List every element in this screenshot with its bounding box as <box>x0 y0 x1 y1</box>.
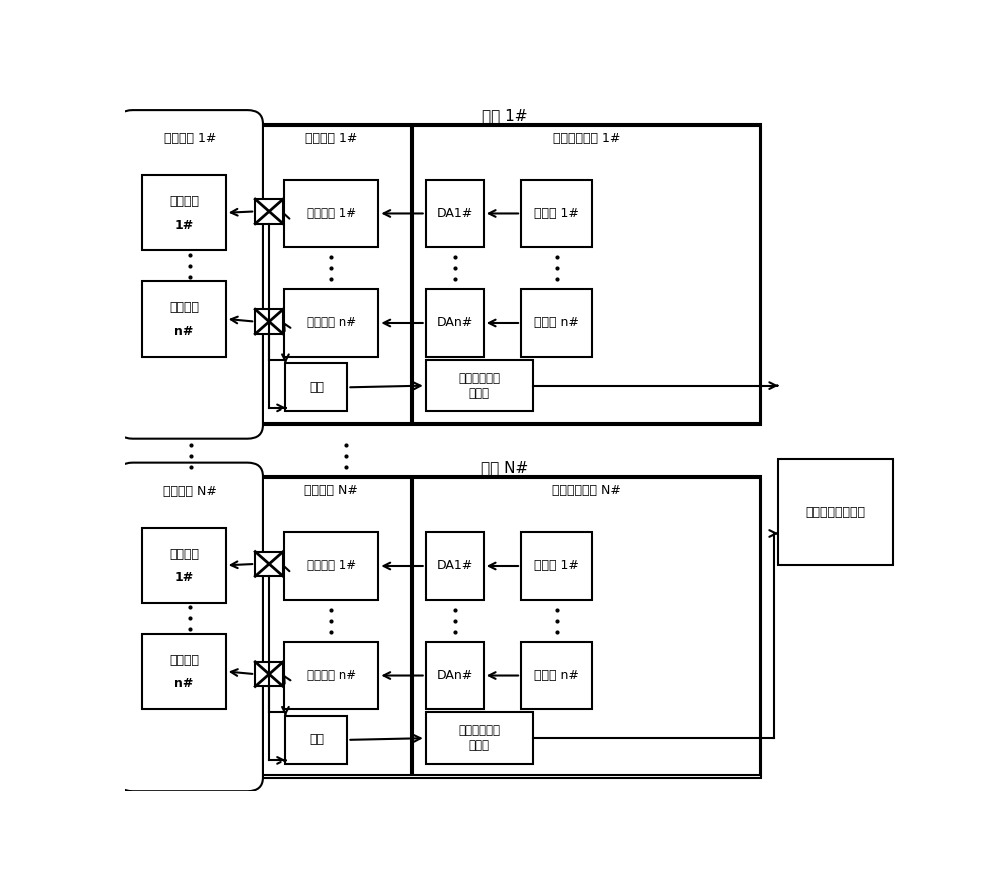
Text: n#: n# <box>174 324 194 338</box>
Bar <box>247 477 761 778</box>
Text: DAn#: DAn# <box>437 316 473 330</box>
Text: 调制器 1#: 调制器 1# <box>534 207 579 220</box>
Text: 发射子阵 1#: 发射子阵 1# <box>164 132 216 146</box>
Text: 发射通道 n#: 发射通道 n# <box>307 669 356 682</box>
Bar <box>426 712 533 764</box>
Text: 1#: 1# <box>174 571 194 584</box>
Bar <box>255 309 283 334</box>
Bar <box>284 642 378 709</box>
Text: 全阵在线监测单元: 全阵在线监测单元 <box>806 506 866 519</box>
Text: 发射子阵 N#: 发射子阵 N# <box>163 485 217 498</box>
Text: DA1#: DA1# <box>437 559 473 573</box>
Bar <box>285 364 347 412</box>
Text: 发射组件 1#: 发射组件 1# <box>305 132 357 145</box>
Bar <box>413 126 760 423</box>
Text: 发射组件 N#: 发射组件 N# <box>304 485 358 497</box>
Text: 合成: 合成 <box>309 380 324 394</box>
Bar <box>284 180 378 247</box>
Bar <box>426 180 484 247</box>
Text: 子阵内在线监
测单元: 子阵内在线监 测单元 <box>458 725 500 752</box>
Text: DA1#: DA1# <box>437 207 473 220</box>
Bar <box>142 281 226 356</box>
Bar <box>426 290 484 356</box>
Text: 发射阵元: 发射阵元 <box>169 301 199 315</box>
Bar <box>247 124 761 425</box>
Text: 发射阵元: 发射阵元 <box>169 654 199 667</box>
Text: 子阵内在线监
测单元: 子阵内在线监 测单元 <box>458 372 500 400</box>
Text: 发射阵元: 发射阵元 <box>169 548 199 561</box>
Bar <box>284 533 378 599</box>
Text: 调制器 n#: 调制器 n# <box>534 669 579 682</box>
Bar <box>426 642 484 709</box>
Text: 子阵 1#: 子阵 1# <box>482 108 527 123</box>
Text: 调制器 1#: 调制器 1# <box>534 559 579 573</box>
Bar <box>255 199 283 224</box>
Bar <box>521 533 592 599</box>
Text: 发射通道 1#: 发射通道 1# <box>307 559 356 573</box>
Bar <box>255 661 283 686</box>
Text: 调制合成模块 1#: 调制合成模块 1# <box>553 132 620 145</box>
Bar <box>413 478 760 775</box>
Text: DAn#: DAn# <box>437 669 473 682</box>
Text: n#: n# <box>174 677 194 690</box>
Text: 合成: 合成 <box>309 733 324 747</box>
Text: 发射通道 1#: 发射通道 1# <box>307 207 356 220</box>
Bar <box>426 533 484 599</box>
Bar <box>142 175 226 251</box>
Text: 1#: 1# <box>174 219 194 232</box>
Bar <box>284 290 378 356</box>
Bar <box>251 478 411 775</box>
FancyBboxPatch shape <box>117 462 263 791</box>
Text: 调制合成模块 N#: 调制合成模块 N# <box>552 485 621 497</box>
Bar <box>521 290 592 356</box>
Bar <box>521 642 592 709</box>
Bar <box>778 460 893 565</box>
Bar <box>142 528 226 603</box>
Text: 发射阵元: 发射阵元 <box>169 196 199 208</box>
Bar <box>255 551 283 576</box>
Text: 子阵 N#: 子阵 N# <box>481 461 528 476</box>
FancyBboxPatch shape <box>117 110 263 438</box>
Text: 发射通道 n#: 发射通道 n# <box>307 316 356 330</box>
Bar <box>285 716 347 764</box>
Bar <box>142 634 226 709</box>
Text: 调制器 n#: 调制器 n# <box>534 316 579 330</box>
Bar <box>521 180 592 247</box>
Bar <box>251 126 411 423</box>
Bar <box>426 360 533 412</box>
